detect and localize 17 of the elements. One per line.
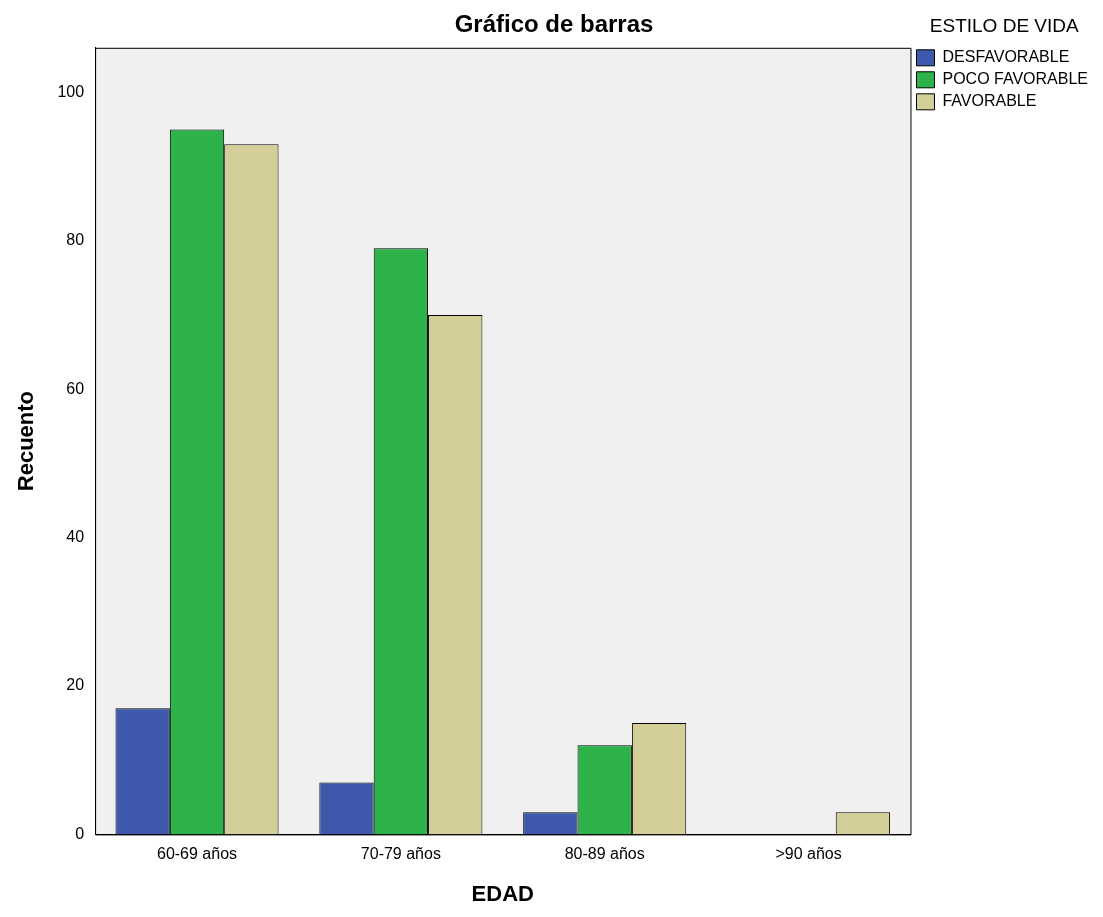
y-tick-label: 0	[75, 824, 85, 842]
y-tick-label: 60	[66, 379, 85, 397]
x-tick-label: 80-89 años	[564, 845, 645, 863]
legend-label: FAVORABLE	[942, 92, 1037, 110]
x-tick-label: 60-69 años	[156, 845, 238, 863]
legend-title: ESTILO DE VIDA	[929, 14, 1079, 36]
legend-label: POCO FAVORABLE	[942, 70, 1089, 88]
y-tick-label: 40	[66, 527, 85, 545]
y-tick-label: 20	[66, 676, 85, 694]
y-tick-label: 100	[57, 82, 85, 100]
x-axis-title: EDAD	[471, 880, 534, 906]
x-tick-label: >90 años	[775, 845, 842, 863]
y-tick-label: 80	[66, 231, 85, 249]
legend-label: DESFAVORABLE	[942, 48, 1070, 66]
x-tick-label: 70-79 años	[360, 845, 441, 863]
y-axis-title: Recuento	[13, 390, 39, 492]
chart-title: Gráfico de barras	[454, 10, 654, 38]
